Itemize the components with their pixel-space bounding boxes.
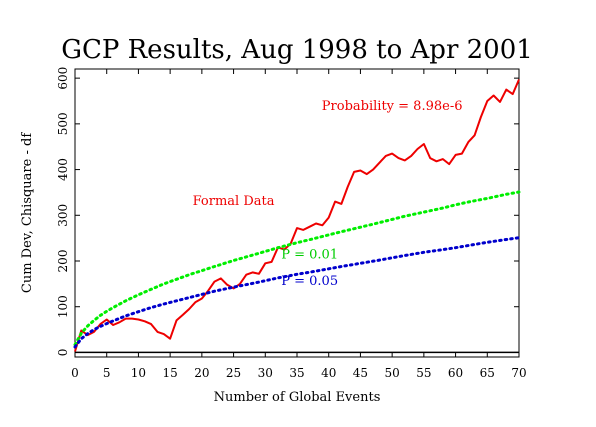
- y-axis-label: Cum Dev, Chisquare - df: [20, 132, 35, 293]
- x-tick-label: 25: [226, 366, 241, 380]
- y-tick-label: 300: [56, 204, 70, 227]
- y-tick-label: 600: [56, 67, 70, 90]
- chart-title: GCP Results, Aug 1998 to Apr 2001: [61, 35, 533, 65]
- x-axis-label: Number of Global Events: [214, 390, 381, 405]
- y-tick-label: 400: [56, 158, 70, 181]
- x-tick-label: 30: [258, 366, 273, 380]
- series-line-2: [73, 236, 521, 349]
- x-tick-label: 5: [103, 366, 111, 380]
- x-tick-label: 35: [289, 366, 304, 380]
- x-tick-label: 65: [480, 366, 495, 380]
- y-axis: 0 100 200 300 400 500 600: [56, 67, 519, 357]
- y-tick-label: 0: [56, 349, 70, 357]
- x-tick-label: 15: [163, 366, 178, 380]
- x-tick-label: 50: [385, 366, 400, 380]
- y-tick-label: 100: [56, 295, 70, 318]
- x-tick-label: 20: [194, 366, 209, 380]
- x-tick-label: 10: [131, 366, 146, 380]
- x-tick-label: 60: [448, 366, 463, 380]
- annotation-0: Probability = 8.98e-6: [322, 99, 463, 114]
- y-tick-label: 500: [56, 112, 70, 135]
- series-layer: [73, 79, 521, 352]
- x-tick-label: 40: [321, 366, 336, 380]
- annotation-1: Formal Data: [193, 194, 275, 209]
- annotation-layer: Probability = 8.98e-6 Formal Data P = 0.01…: [193, 99, 463, 289]
- x-tick-label: 0: [71, 366, 79, 380]
- series-line-0: [74, 79, 520, 352]
- x-tick-label: 55: [416, 366, 431, 380]
- x-tick-label: 70: [511, 366, 526, 380]
- series-line-1: [73, 190, 521, 347]
- annotation-3: P = 0.05: [281, 274, 338, 289]
- x-axis: 0 5 10 15 20 25 30 35 40 45 50 55 60 65 70: [71, 69, 527, 380]
- y-tick-label: 200: [56, 250, 70, 273]
- x-tick-label: 45: [353, 366, 368, 380]
- annotation-2: P = 0.01: [281, 247, 338, 262]
